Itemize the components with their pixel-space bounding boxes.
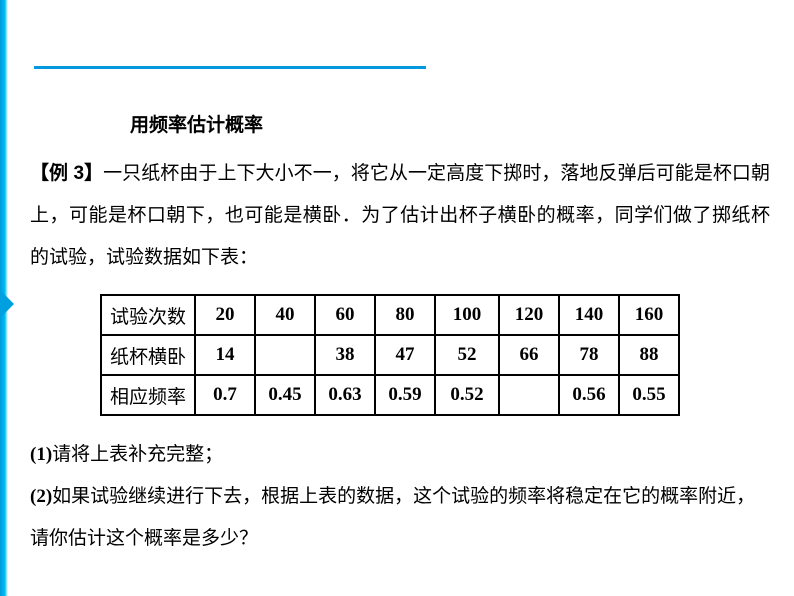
data-table: 试验次数 20 40 60 80 100 120 140 160 纸杯横卧 14… [100,294,680,416]
table-cell: 14 [195,335,255,375]
table-cell: 78 [559,335,619,375]
table-cell: 0.52 [435,375,499,415]
q1-text: 请将上表补充完整； [52,444,223,465]
data-table-wrap: 试验次数 20 40 60 80 100 120 140 160 纸杯横卧 14… [100,294,770,416]
table-cell: 100 [435,295,499,335]
table-cell: 20 [195,295,255,335]
row-label: 试验次数 [101,295,195,335]
table-cell: 66 [499,335,559,375]
q2-number: (2) [30,486,52,507]
side-triangle-icon [0,290,14,318]
table-cell: 40 [255,295,315,335]
table-cell: 0.59 [375,375,435,415]
q2-text: 如果试验继续进行下去，根据上表的数据，这个试验的频率将稳定在它的概率附近，请你估… [30,486,755,549]
table-row: 纸杯横卧 14 38 47 52 66 78 88 [101,335,679,375]
example-label: 【例 3】 [30,163,103,184]
problem-text: 一只纸杯由于上下大小不一，将它从一定高度下掷时，落地反弹后可能是杯口朝上，可能是… [30,163,770,268]
table-cell: 0.63 [315,375,375,415]
table-row: 试验次数 20 40 60 80 100 120 140 160 [101,295,679,335]
question-1: (1)请将上表补充完整； [30,434,770,476]
table-cell: 88 [619,335,679,375]
table-row: 相应频率 0.7 0.45 0.63 0.59 0.52 0.56 0.55 [101,375,679,415]
section-heading: 用频率估计概率 [130,110,770,137]
table-cell: 120 [499,295,559,335]
row-label: 相应频率 [101,375,195,415]
table-cell: 0.7 [195,375,255,415]
table-cell: 52 [435,335,499,375]
table-cell: 0.55 [619,375,679,415]
table-cell: 140 [559,295,619,335]
table-cell: 38 [315,335,375,375]
problem-paragraph: 【例 3】一只纸杯由于上下大小不一，将它从一定高度下掷时，落地反弹后可能是杯口朝… [30,153,770,278]
question-2: (2)如果试验继续进行下去，根据上表的数据，这个试验的频率将稳定在它的概率附近，… [30,476,770,560]
slide-content: 用频率估计概率 【例 3】一只纸杯由于上下大小不一，将它从一定高度下掷时，落地反… [30,110,770,560]
table-cell: 160 [619,295,679,335]
row-label: 纸杯横卧 [101,335,195,375]
table-cell: 60 [315,295,375,335]
table-cell [255,335,315,375]
table-cell: 80 [375,295,435,335]
table-cell: 0.45 [255,375,315,415]
q1-number: (1) [30,444,52,465]
table-cell [499,375,559,415]
table-cell: 47 [375,335,435,375]
top-underline [34,66,426,69]
table-cell: 0.56 [559,375,619,415]
